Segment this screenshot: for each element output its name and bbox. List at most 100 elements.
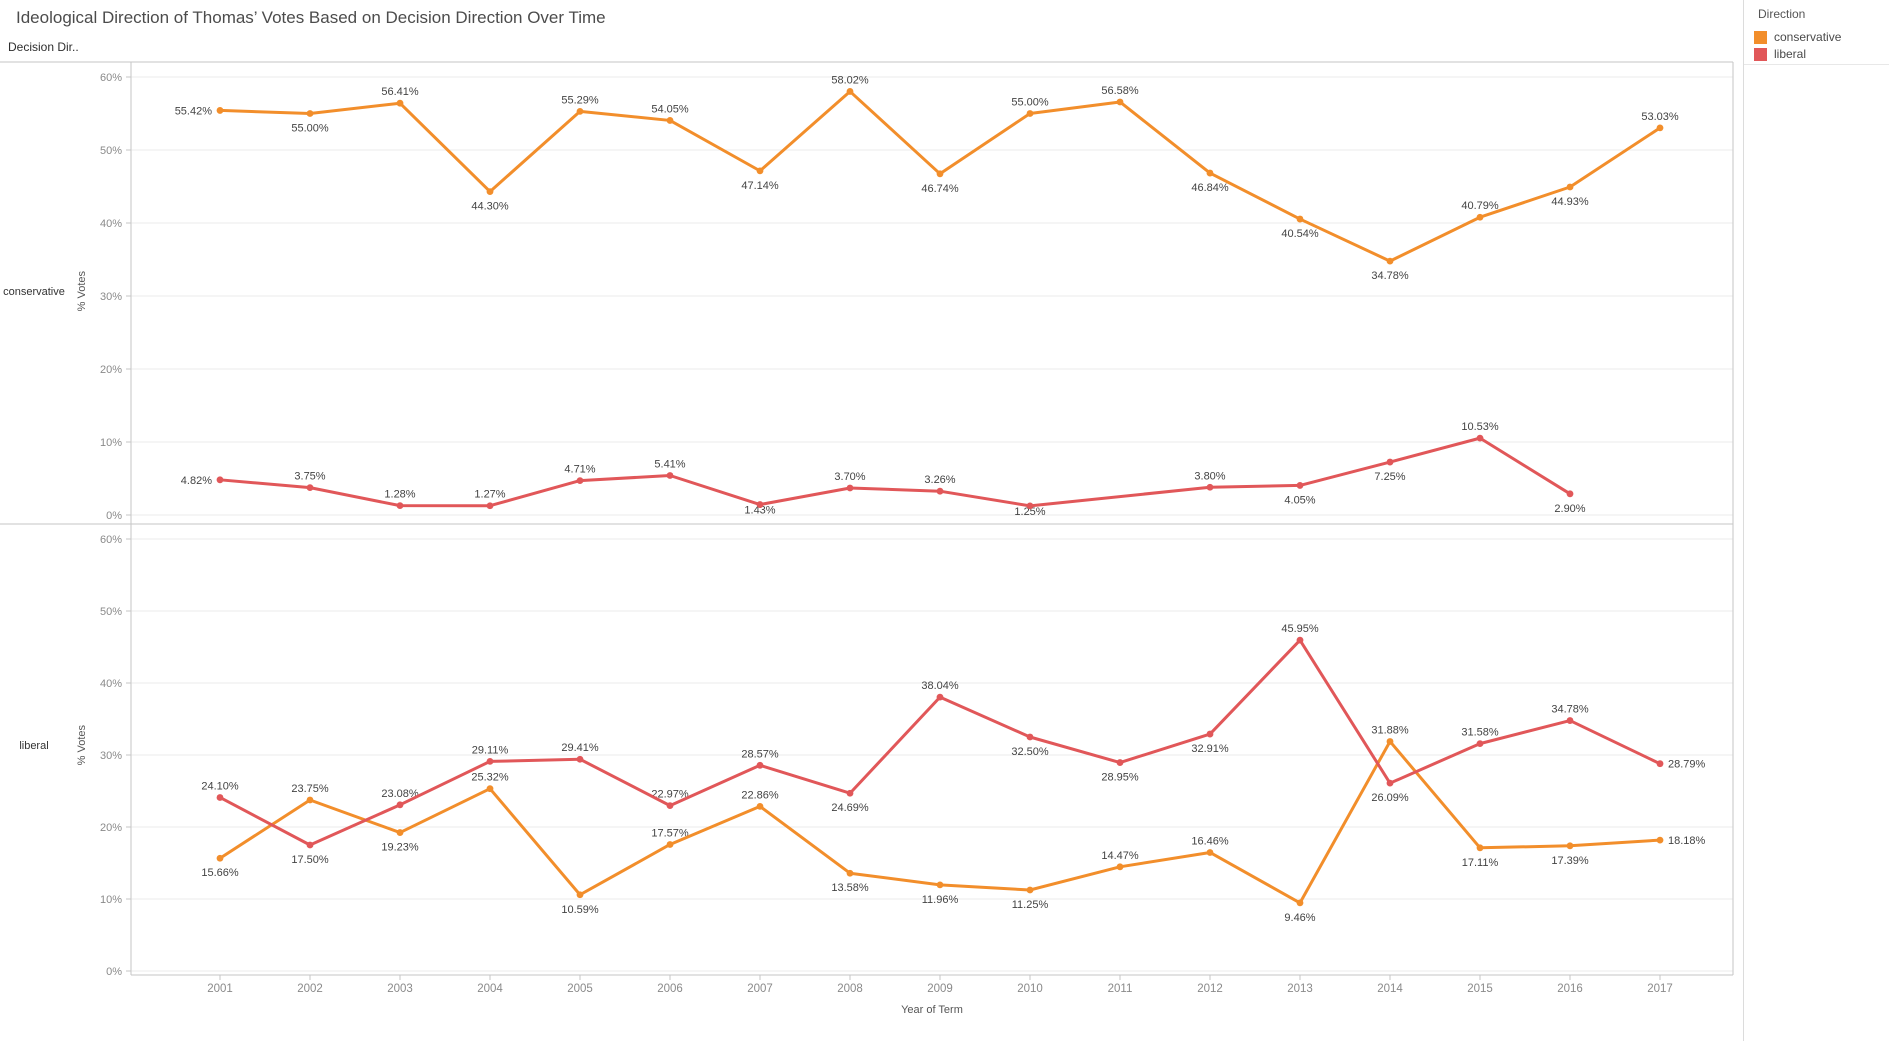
point-liberal-liberal-2009[interactable] <box>936 693 944 701</box>
legend-item-label: liberal <box>1774 47 1807 61</box>
point-conservative-liberal-2002[interactable] <box>306 484 314 492</box>
point-liberal-conservative-2012[interactable] <box>1206 849 1214 856</box>
data-label: 54.05% <box>651 103 689 115</box>
point-conservative-liberal-2004[interactable] <box>486 502 494 510</box>
point-liberal-conservative-2013[interactable] <box>1296 899 1304 907</box>
point-liberal-liberal-2004[interactable] <box>486 758 494 765</box>
point-liberal-liberal-2016[interactable] <box>1566 717 1574 724</box>
point-liberal-liberal-2006[interactable] <box>666 802 674 810</box>
point-conservative-liberal-2010[interactable] <box>1026 502 1034 510</box>
point-liberal-liberal-2013[interactable] <box>1296 636 1304 644</box>
point-conservative-conservative-2009[interactable] <box>936 170 944 178</box>
legend-item-label: conservative <box>1774 30 1842 44</box>
point-liberal-conservative-2002[interactable] <box>306 796 314 804</box>
point-liberal-liberal-2010[interactable] <box>1026 733 1034 741</box>
point-liberal-conservative-2009[interactable] <box>936 881 944 889</box>
point-conservative-liberal-2009[interactable] <box>936 487 944 495</box>
point-conservative-conservative-2017[interactable] <box>1656 124 1664 132</box>
point-liberal-liberal-2001[interactable] <box>216 794 224 801</box>
point-conservative-conservative-2003[interactable] <box>396 99 404 107</box>
point-conservative-conservative-2004[interactable] <box>486 188 494 196</box>
point-conservative-conservative-2014[interactable] <box>1386 257 1394 265</box>
legend: Direction conservative liberal <box>1743 0 1889 1041</box>
row-label-liberal[interactable]: liberal <box>19 740 49 752</box>
point-conservative-liberal-2001[interactable] <box>216 476 224 484</box>
y-tick-label: 30% <box>100 291 122 303</box>
point-conservative-liberal-2016[interactable] <box>1566 490 1574 498</box>
data-label: 15.66% <box>201 867 239 879</box>
line-conservative-decisions-liberal-votes[interactable] <box>218 436 1572 508</box>
data-label: 34.78% <box>1551 704 1589 716</box>
data-label: 53.03% <box>1641 111 1679 123</box>
point-conservative-conservative-2011[interactable] <box>1116 98 1124 106</box>
x-tick-label: 2007 <box>747 983 773 995</box>
lines-layer <box>218 89 1662 508</box>
point-liberal-liberal-2008[interactable] <box>846 789 854 797</box>
point-liberal-conservative-2010[interactable] <box>1026 886 1034 894</box>
data-label: 18.18% <box>1668 835 1706 847</box>
point-conservative-liberal-2013[interactable] <box>1296 482 1304 489</box>
point-liberal-conservative-2004[interactable] <box>486 785 494 793</box>
data-labels-layer: 15.66% 23.75% 19.23% 25.32% 10.59% 17.57% 22.8… <box>201 623 1705 924</box>
point-conservative-liberal-2005[interactable] <box>576 477 584 485</box>
data-label: 44.93% <box>1551 196 1589 208</box>
legend-item-liberal[interactable]: liberal <box>1754 47 1806 61</box>
x-tick-label: 2010 <box>1017 983 1043 995</box>
point-liberal-conservative-2017[interactable] <box>1656 836 1664 844</box>
y-tick-label: 60% <box>100 72 122 84</box>
data-label: 23.08% <box>381 788 419 800</box>
point-liberal-conservative-2006[interactable] <box>666 841 674 848</box>
data-label: 22.86% <box>741 789 779 801</box>
x-tick-label: 2003 <box>387 983 413 995</box>
point-liberal-conservative-2001[interactable] <box>216 854 224 862</box>
conservative-swatch-icon <box>1754 30 1767 44</box>
point-liberal-conservative-2003[interactable] <box>396 829 404 836</box>
y-tick-label: 50% <box>100 606 122 618</box>
point-conservative-liberal-2012[interactable] <box>1206 483 1214 491</box>
decision-direction-field-label[interactable]: Decision Dir.. <box>8 40 79 54</box>
point-conservative-liberal-2014[interactable] <box>1386 458 1394 466</box>
legend-item-conservative[interactable]: conservative <box>1754 30 1841 44</box>
x-tick-label: 2013 <box>1287 983 1313 995</box>
point-liberal-liberal-2014[interactable] <box>1386 779 1394 787</box>
point-conservative-conservative-2002[interactable] <box>306 110 314 117</box>
point-conservative-conservative-2008[interactable] <box>846 88 854 95</box>
point-liberal-liberal-2005[interactable] <box>576 755 584 763</box>
point-liberal-conservative-2008[interactable] <box>846 869 854 877</box>
data-label: 34.78% <box>1371 270 1409 282</box>
point-conservative-liberal-2006[interactable] <box>666 472 674 479</box>
point-conservative-liberal-2015[interactable] <box>1476 434 1484 442</box>
point-conservative-conservative-2015[interactable] <box>1476 213 1484 221</box>
line-liberal-decisions-conservative-votes[interactable] <box>218 739 1662 905</box>
point-liberal-conservative-2007[interactable] <box>756 803 764 810</box>
point-liberal-liberal-2003[interactable] <box>396 801 404 809</box>
legend-title: Direction <box>1758 7 1806 21</box>
point-liberal-conservative-2016[interactable] <box>1566 842 1574 850</box>
point-liberal-liberal-2011[interactable] <box>1116 759 1124 766</box>
point-conservative-conservative-2007[interactable] <box>756 167 764 175</box>
data-label: 55.29% <box>561 94 599 106</box>
point-conservative-conservative-2001[interactable] <box>216 107 224 114</box>
point-liberal-liberal-2012[interactable] <box>1206 730 1214 738</box>
point-conservative-conservative-2005[interactable] <box>576 107 584 115</box>
point-conservative-conservative-2012[interactable] <box>1206 169 1214 177</box>
point-conservative-liberal-2007[interactable] <box>756 501 764 508</box>
point-conservative-liberal-2008[interactable] <box>846 484 854 492</box>
point-conservative-conservative-2013[interactable] <box>1296 215 1304 223</box>
point-conservative-conservative-2010[interactable] <box>1026 110 1034 117</box>
point-liberal-conservative-2011[interactable] <box>1116 863 1124 871</box>
data-label: 55.00% <box>291 123 329 135</box>
point-liberal-liberal-2017[interactable] <box>1656 760 1664 768</box>
point-conservative-conservative-2016[interactable] <box>1566 183 1574 191</box>
point-liberal-conservative-2015[interactable] <box>1476 844 1484 852</box>
point-conservative-liberal-2003[interactable] <box>396 502 404 510</box>
point-liberal-liberal-2015[interactable] <box>1476 740 1484 748</box>
point-liberal-conservative-2014[interactable] <box>1386 738 1394 745</box>
point-liberal-liberal-2007[interactable] <box>756 761 764 769</box>
data-labels-layer: 55.42% 55.00% 56.41% 44.30% 55.29% 54.05% 47.1… <box>175 74 1679 517</box>
point-liberal-conservative-2005[interactable] <box>576 891 584 899</box>
row-label-conservative[interactable]: conservative <box>3 286 65 298</box>
point-liberal-liberal-2002[interactable] <box>306 841 314 849</box>
point-conservative-conservative-2006[interactable] <box>666 117 674 124</box>
